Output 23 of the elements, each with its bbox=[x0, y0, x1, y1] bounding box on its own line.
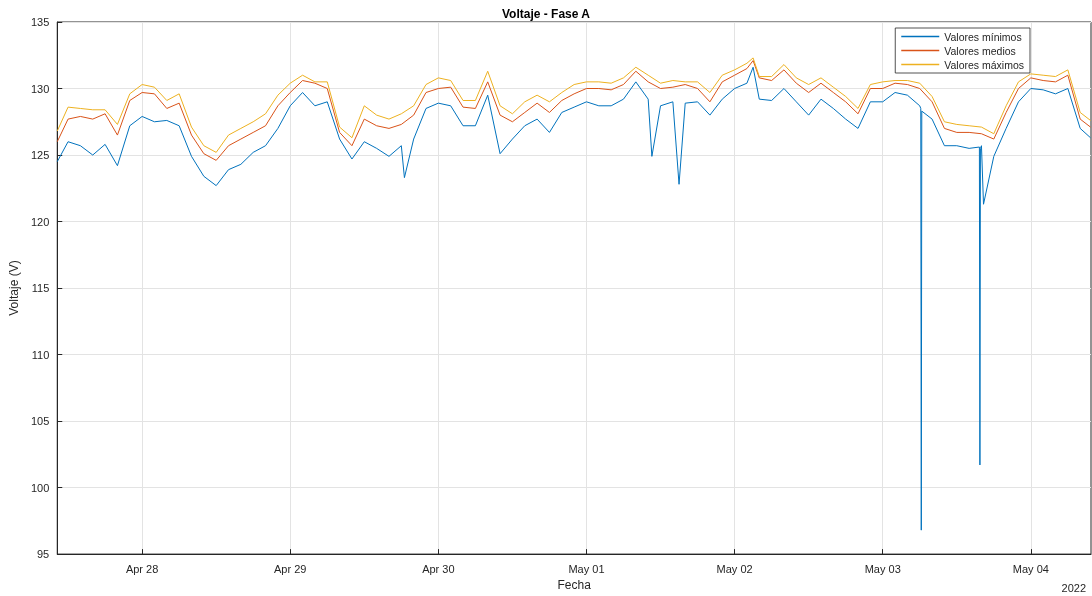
x-tick-label: Apr 30 bbox=[422, 562, 455, 575]
x-axis-title: Fecha bbox=[557, 578, 592, 592]
x-tick-label: May 02 bbox=[716, 562, 753, 575]
y-tick-label: 135 bbox=[30, 16, 50, 28]
x-tick-label: Apr 28 bbox=[125, 562, 159, 575]
legend-label: Valores máximos bbox=[944, 58, 1025, 71]
y-tick-label: 120 bbox=[30, 215, 50, 228]
x-tick-label: May 04 bbox=[1012, 562, 1049, 575]
y-tick-label: 100 bbox=[30, 481, 50, 494]
y-tick-label: 110 bbox=[31, 348, 50, 361]
y-axis-title: Voltaje (V) bbox=[7, 260, 21, 316]
chart-title: Voltaje - Fase A bbox=[501, 7, 591, 21]
x-tick-label: May 01 bbox=[568, 562, 605, 575]
legend-label: Valores medios bbox=[944, 44, 1016, 57]
y-tick-label: 105 bbox=[30, 415, 50, 428]
y-tick-label: 95 bbox=[37, 548, 50, 561]
x-tick-label: Apr 29 bbox=[274, 562, 307, 575]
text: 2022 bbox=[1061, 581, 1087, 594]
y-tick-label: 130 bbox=[30, 82, 50, 95]
y-tick-label: 115 bbox=[31, 282, 50, 295]
y-tick-label: 125 bbox=[30, 149, 50, 162]
x-tick-label: May 03 bbox=[864, 562, 901, 575]
legend-label: Valores mínimos bbox=[944, 30, 1022, 43]
